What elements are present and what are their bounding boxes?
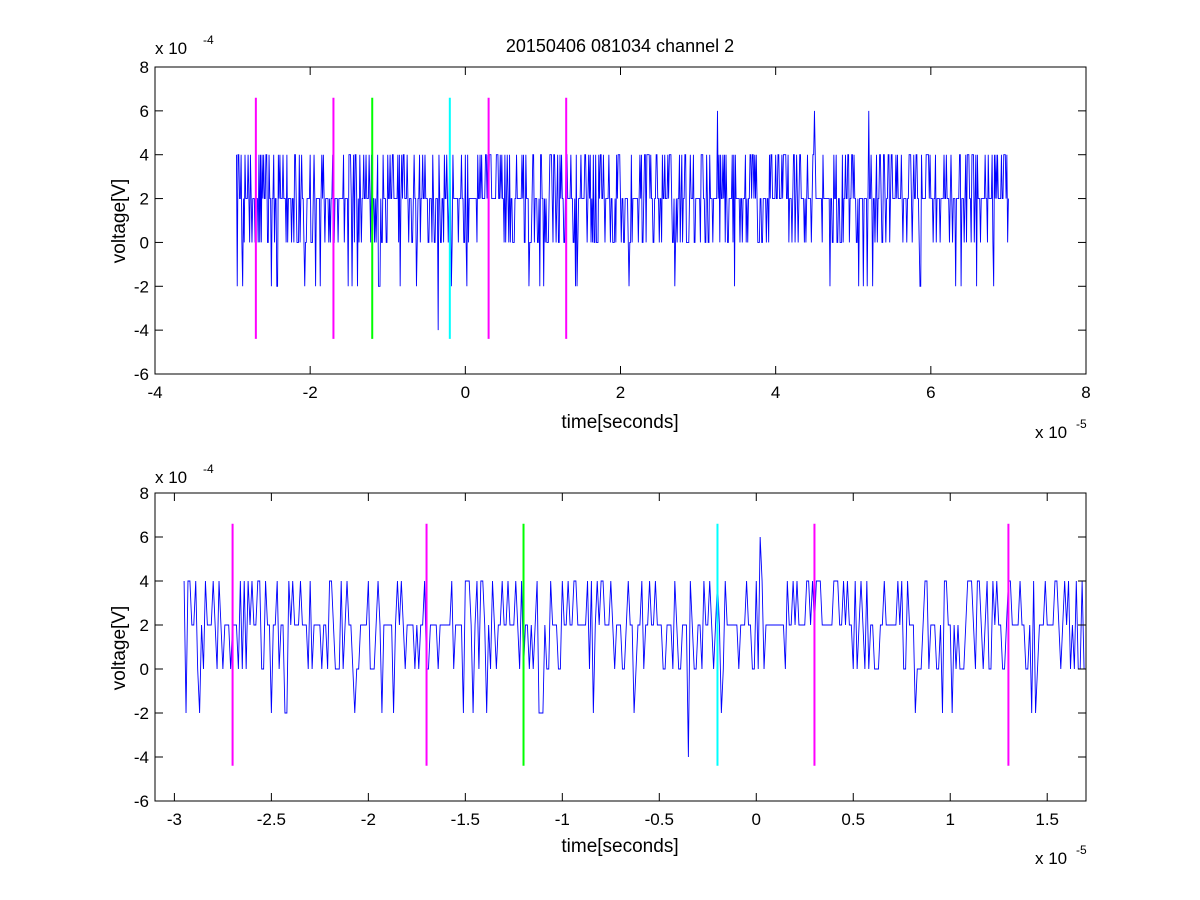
bottom-y-exponent: x 10 -4 — [155, 462, 214, 487]
y-tick-label: 4 — [140, 146, 149, 165]
x-tick-label: 1 — [945, 810, 954, 829]
top-x-exponent: x 10 -5 — [1035, 417, 1087, 442]
y-tick-label: -6 — [134, 792, 149, 811]
y-tick-label: 2 — [140, 616, 149, 635]
y-tick-label: 2 — [140, 190, 149, 209]
x-tick-label: -1 — [555, 810, 570, 829]
top-y-exponent-power: -4 — [203, 33, 214, 47]
top-x-axis-label: time[seconds] — [561, 412, 678, 433]
bottom-x-exponent-base: x 10 — [1035, 849, 1067, 868]
bottom-plot: x 10 -4 voltage[V] -3 -2.5 -2 -1.5 -1 -0.5 0 0.… — [109, 462, 1087, 868]
bottom-y-axis-label: voltage[V] — [109, 606, 130, 691]
y-tick-label: -4 — [134, 321, 149, 340]
voltage-trace — [183, 536, 1086, 758]
bottom-x-exponent-power: -5 — [1076, 843, 1087, 857]
x-tick-label: -4 — [147, 383, 162, 402]
bottom-x-exponent: x 10 -5 — [1035, 843, 1087, 868]
top-x-tick-labels: -4 -2 0 2 4 6 8 — [147, 383, 1090, 402]
x-tick-label: -3 — [167, 810, 182, 829]
y-tick-label: -4 — [134, 748, 149, 767]
x-tick-label: 1.5 — [1035, 810, 1059, 829]
top-x-exponent-power: -5 — [1076, 417, 1087, 431]
bottom-y-tick-labels: -6 -4 -2 0 2 4 6 8 — [134, 484, 149, 811]
y-tick-label: -6 — [134, 365, 149, 384]
plot-content — [236, 97, 1009, 339]
top-plot-title: 20150406 081034 channel 2 — [506, 36, 734, 56]
x-tick-label: 4 — [771, 383, 780, 402]
plot-content — [183, 523, 1086, 766]
top-x-exponent-base: x 10 — [1035, 423, 1067, 442]
y-tick-label: 8 — [140, 58, 149, 77]
bottom-y-exponent-base: x 10 — [155, 468, 187, 487]
axes-frame — [154, 492, 1087, 802]
y-tick-label: 8 — [140, 484, 149, 503]
x-tick-label: 8 — [1081, 383, 1090, 402]
y-tick-label: 0 — [140, 233, 149, 252]
y-tick-label: 6 — [140, 528, 149, 547]
y-tick-label: 4 — [140, 572, 149, 591]
top-y-exponent: x 10 -4 — [155, 33, 214, 58]
top-y-exponent-base: x 10 — [155, 39, 187, 58]
top-plot-area — [154, 66, 1087, 375]
top-y-tick-labels: -6 -4 -2 0 2 4 6 8 — [134, 58, 149, 384]
y-tick-label: 0 — [140, 660, 149, 679]
voltage-trace — [236, 110, 1009, 331]
top-y-axis-label: voltage[V] — [109, 179, 130, 264]
x-tick-label: 0 — [461, 383, 470, 402]
bottom-x-tick-labels: -3 -2.5 -2 -1.5 -1 -0.5 0 0.5 1 1.5 — [167, 810, 1059, 829]
bottom-x-axis-label: time[seconds] — [561, 836, 678, 857]
y-tick-label: -2 — [134, 277, 149, 296]
x-tick-label: 6 — [926, 383, 935, 402]
x-tick-label: -1.5 — [451, 810, 480, 829]
y-tick-label: -2 — [134, 704, 149, 723]
x-tick-label: 2 — [616, 383, 625, 402]
x-tick-label: -2 — [361, 810, 376, 829]
bottom-y-exponent-power: -4 — [203, 462, 214, 476]
y-tick-label: 6 — [140, 102, 149, 121]
x-tick-label: -2 — [303, 383, 318, 402]
x-tick-label: -2.5 — [257, 810, 286, 829]
x-tick-label: -0.5 — [645, 810, 674, 829]
x-tick-label: 0.5 — [841, 810, 865, 829]
x-tick-label: 0 — [752, 810, 761, 829]
top-plot: 20150406 081034 channel 2 x 10 -4 voltag… — [109, 33, 1091, 442]
bottom-plot-area — [154, 492, 1087, 802]
